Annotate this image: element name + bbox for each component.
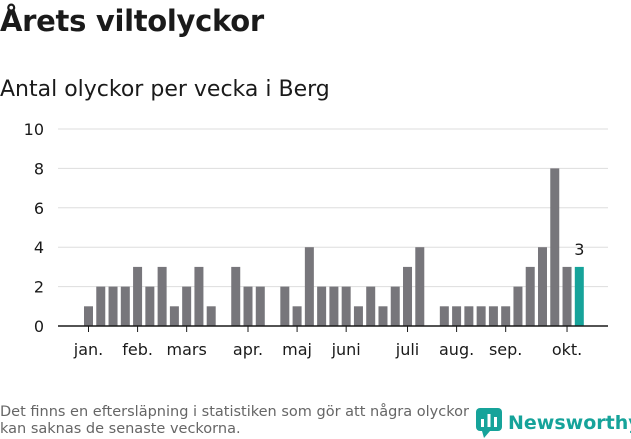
bar bbox=[353, 306, 363, 326]
bar bbox=[439, 306, 449, 326]
x-tick-label: feb. bbox=[122, 340, 153, 359]
bar bbox=[206, 306, 216, 326]
bar bbox=[513, 286, 523, 326]
bar bbox=[488, 306, 498, 326]
x-tick-label: jan. bbox=[73, 340, 103, 359]
bar bbox=[133, 266, 143, 326]
bar bbox=[169, 306, 179, 326]
bar bbox=[501, 306, 511, 326]
x-tick-label: mars bbox=[167, 340, 207, 359]
bar bbox=[120, 286, 130, 326]
bar bbox=[255, 286, 265, 326]
bar bbox=[476, 306, 486, 326]
bar bbox=[464, 306, 474, 326]
bar bbox=[562, 266, 572, 326]
bar bbox=[390, 286, 400, 326]
x-tick-label: sep. bbox=[489, 340, 522, 359]
y-tick-label: 4 bbox=[34, 238, 44, 257]
bar bbox=[415, 247, 425, 326]
brand-name: Newsworthy bbox=[508, 412, 631, 434]
x-tick-label: juli bbox=[395, 340, 419, 359]
bar bbox=[304, 247, 314, 326]
bar bbox=[194, 266, 204, 326]
newsworthy-brand[interactable]: Newsworthy bbox=[476, 408, 631, 438]
bar bbox=[317, 286, 327, 326]
x-tick-label: okt. bbox=[552, 340, 582, 359]
x-tick-label: apr. bbox=[233, 340, 263, 359]
chart-title: Årets viltolyckor bbox=[0, 4, 264, 38]
bar bbox=[84, 306, 93, 326]
bar bbox=[182, 286, 192, 326]
bar bbox=[525, 266, 535, 326]
bar bbox=[341, 286, 351, 326]
highlight-value-label: 3 bbox=[574, 240, 584, 259]
bar bbox=[329, 286, 339, 326]
footnote: Det finns en eftersläpning i statistiken… bbox=[0, 404, 469, 437]
x-tick-label: maj bbox=[282, 340, 312, 359]
bar bbox=[157, 266, 167, 326]
weekly-accidents-bar-chart: 0 2 4 6 8 10 jan. feb. mars apr. maj juni juli aug. se… bbox=[24, 120, 608, 359]
bar bbox=[550, 168, 560, 326]
x-tick-label: aug. bbox=[439, 340, 474, 359]
chart-subtitle: Antal olyckor per vecka i Berg bbox=[0, 77, 330, 102]
bar bbox=[292, 306, 302, 326]
newsworthy-logo-icon bbox=[476, 408, 502, 438]
bar bbox=[452, 306, 462, 326]
bar bbox=[378, 306, 388, 326]
bar bbox=[280, 286, 290, 326]
bar bbox=[108, 286, 118, 326]
bar-highlight bbox=[574, 266, 584, 326]
bar bbox=[145, 286, 155, 326]
bar bbox=[243, 286, 253, 326]
bar bbox=[366, 286, 376, 326]
y-tick-label: 8 bbox=[34, 159, 44, 178]
x-tick-label: juni bbox=[331, 340, 361, 359]
y-tick-label: 0 bbox=[34, 317, 44, 336]
y-tick-label: 10 bbox=[24, 120, 44, 139]
bar bbox=[403, 266, 413, 326]
bar bbox=[96, 286, 106, 326]
bar bbox=[231, 266, 241, 326]
bar bbox=[537, 247, 547, 326]
y-tick-label: 6 bbox=[34, 199, 44, 218]
y-tick-label: 2 bbox=[34, 278, 44, 297]
